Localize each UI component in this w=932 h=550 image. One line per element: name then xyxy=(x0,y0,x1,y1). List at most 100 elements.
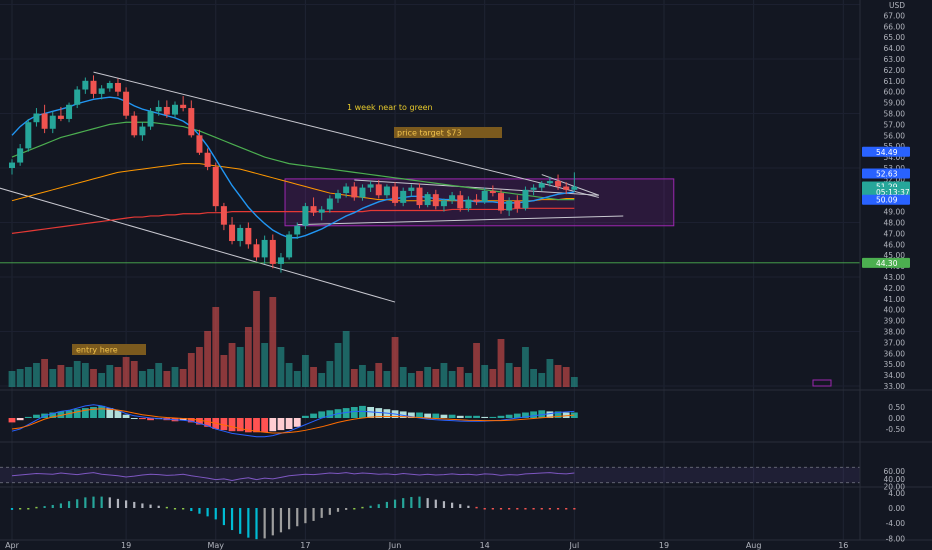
oscillator-bar-50 xyxy=(418,496,421,508)
volume-bar-4 xyxy=(41,359,48,387)
price-badge-text-5: 44.30 xyxy=(876,259,898,268)
oscillator-bar-37 xyxy=(312,508,315,521)
macd-histogram-bar-67 xyxy=(554,411,562,418)
candle-body-58 xyxy=(481,190,488,202)
oscillator-bar-69 xyxy=(573,508,576,510)
oscillator-bar-32 xyxy=(271,508,274,536)
volume-bar-46 xyxy=(383,371,391,387)
volume-bar-14 xyxy=(122,357,130,387)
candle-body-60 xyxy=(498,193,504,211)
oscillator-bar-65 xyxy=(540,508,543,510)
time-axis[interactable]: Apr 19 May 17 Jun 14 Jul 19 Aug 16 xyxy=(5,541,848,550)
trendline-drawings[interactable] xyxy=(0,71,860,387)
macd-histogram-bar-43 xyxy=(359,405,366,418)
volume-bar-44 xyxy=(367,371,374,387)
price-tick-28: 40.00 xyxy=(884,306,906,315)
volume-bar-19 xyxy=(163,371,171,387)
time-label-8: Aug xyxy=(746,541,762,550)
macd-histogram-bar-39 xyxy=(326,410,334,418)
oscillator-bar-6 xyxy=(59,503,62,508)
oscillator-bar-2 xyxy=(27,508,30,510)
time-label-3: 17 xyxy=(300,541,310,550)
macd-histogram-bar-65 xyxy=(538,410,546,418)
oscillator-bar-13 xyxy=(116,498,120,508)
time-label-7: 19 xyxy=(659,541,669,550)
time-label-2: May xyxy=(207,541,224,550)
annotation-entry: entry here xyxy=(76,346,118,355)
osc-tick-2: -4.00 xyxy=(886,519,906,528)
price-tick-7: 61.00 xyxy=(884,77,906,86)
price-tick-5: 63.00 xyxy=(884,55,906,64)
macd-histogram-bar-57 xyxy=(473,415,480,418)
candle-body-1 xyxy=(17,148,24,163)
oscillator-bar-9 xyxy=(84,497,87,508)
volume-bar-51 xyxy=(424,367,432,387)
volume-bar-34 xyxy=(285,363,293,387)
currency-label: USD xyxy=(889,1,905,10)
price-tick-14: 54.00 xyxy=(884,153,906,162)
price-axis[interactable]: 67.00 66.00 65.00 64.00 63.00 62.00 61.00 60.00… xyxy=(862,11,910,543)
oscillator-bar-66 xyxy=(548,508,551,510)
oscillator-bar-51 xyxy=(426,498,429,508)
macd-histogram-bar-31 xyxy=(261,418,269,433)
candlestick-series xyxy=(9,75,578,273)
volume-bar-47 xyxy=(391,337,399,387)
volume-bar-3 xyxy=(33,363,40,387)
candle-body-27 xyxy=(229,224,236,242)
macd-histogram-bar-17 xyxy=(147,418,154,421)
candle-body-63 xyxy=(522,189,529,209)
macd-histogram-bar-27 xyxy=(228,418,236,432)
macd-histogram-bar-35 xyxy=(293,418,301,427)
candle-body-5 xyxy=(49,115,56,129)
volume-bar-26 xyxy=(220,355,228,387)
volume-bar-68 xyxy=(562,367,570,387)
volume-bar-21 xyxy=(179,369,187,387)
time-label-9: 16 xyxy=(838,541,848,550)
macd-histogram-bar-13 xyxy=(114,410,122,418)
volume-bar-38 xyxy=(318,373,326,387)
volume-bar-69 xyxy=(570,377,578,387)
volume-bar-52 xyxy=(432,369,440,387)
price-badge-text-3: 05:13:37 xyxy=(876,188,910,197)
oscillator-bar-34 xyxy=(288,508,291,530)
candle-body-39 xyxy=(326,198,333,210)
candle-body-13 xyxy=(114,82,121,92)
volume-bar-45 xyxy=(375,363,383,387)
candle-body-20 xyxy=(172,104,178,115)
price-tick-35: 33.00 xyxy=(884,382,906,391)
macd-histogram-bar-1 xyxy=(16,418,24,421)
volume-bar-55 xyxy=(456,367,464,387)
volume-bar-6 xyxy=(57,365,65,387)
price-tick-34: 34.00 xyxy=(884,371,906,380)
candle-body-0 xyxy=(9,162,15,168)
volume-bar-2 xyxy=(24,367,32,387)
price-tick-33: 35.00 xyxy=(884,360,906,369)
time-label-6: Jul xyxy=(569,541,580,550)
candle-body-38 xyxy=(318,209,325,213)
price-tick-25: 43.00 xyxy=(884,273,906,282)
volume-bar-33 xyxy=(277,347,285,387)
volume-bar-22 xyxy=(187,353,195,387)
volume-bar-18 xyxy=(155,363,163,387)
price-tick-12: 56.00 xyxy=(884,131,906,140)
macd-histogram-bar-28 xyxy=(236,418,244,432)
candle-body-28 xyxy=(237,227,244,242)
volume-bar-8 xyxy=(73,361,81,387)
oscillator-bar-67 xyxy=(556,508,560,510)
volume-bar-24 xyxy=(204,331,211,387)
price-tick-23: 45.00 xyxy=(884,251,906,260)
oscillator-bar-33 xyxy=(279,508,283,533)
candle-body-57 xyxy=(473,199,480,202)
candle-body-26 xyxy=(220,206,227,225)
volume-bar-12 xyxy=(106,365,114,387)
oscillator-bar-16 xyxy=(141,503,144,508)
macd-histogram-bar-56 xyxy=(465,415,472,418)
rsi-tick-2: 20.00 xyxy=(884,483,906,492)
candle-body-23 xyxy=(196,135,203,153)
time-label-4: Jun xyxy=(388,541,402,550)
annotation-one-week-green: 1 week near to green xyxy=(347,103,433,112)
rsi-tick-0: 60.00 xyxy=(884,467,906,476)
candle-body-55 xyxy=(457,195,464,209)
macd-histogram-bar-63 xyxy=(522,412,529,418)
